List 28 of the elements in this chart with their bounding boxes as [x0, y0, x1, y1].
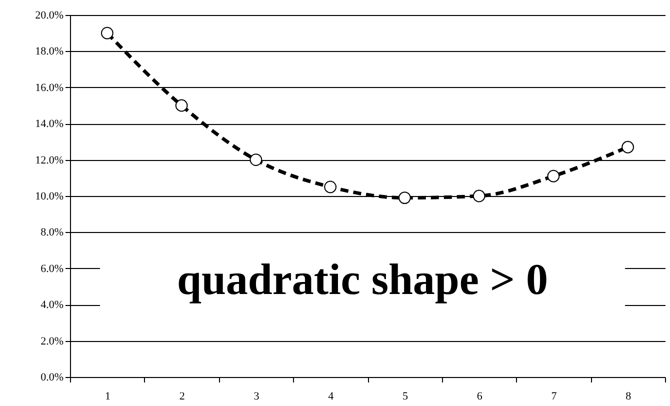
x-tick-label: 3 — [254, 390, 260, 402]
annotation: quadratic shape > 0 — [100, 245, 625, 315]
y-tick-label: 12.0% — [35, 154, 64, 166]
y-tick-label: 8.0% — [40, 226, 64, 239]
x-tick-label: 4 — [328, 390, 334, 402]
y-tick-label: 0.0% — [40, 372, 64, 384]
point — [398, 192, 411, 204]
point — [324, 180, 337, 194]
y-tick-label: 14.0% — [35, 118, 64, 130]
x-tick-label: 2 — [179, 390, 185, 402]
point — [250, 154, 262, 166]
y-tick-label: 4.0% — [40, 299, 64, 312]
x-tick-label: 5 — [402, 390, 408, 402]
y-tick-label: 2.0% — [40, 335, 64, 348]
y-tick-label: 16.0% — [35, 82, 64, 94]
x-tick-label: 7 — [551, 390, 558, 402]
y-tick-label: 20.0% — [35, 10, 64, 22]
x-tick-label: 1 — [104, 390, 110, 402]
point — [622, 140, 634, 154]
x-tick-label: 6 — [476, 390, 483, 402]
point — [547, 170, 560, 182]
point — [472, 190, 486, 202]
point — [100, 26, 114, 40]
x-tick-label: 8 — [626, 390, 632, 402]
y-tick-label: 10.0% — [35, 190, 64, 202]
y-tick-label: 6.0% — [40, 262, 64, 275]
point — [175, 99, 188, 112]
y-tick-label: 18.0% — [35, 46, 64, 58]
